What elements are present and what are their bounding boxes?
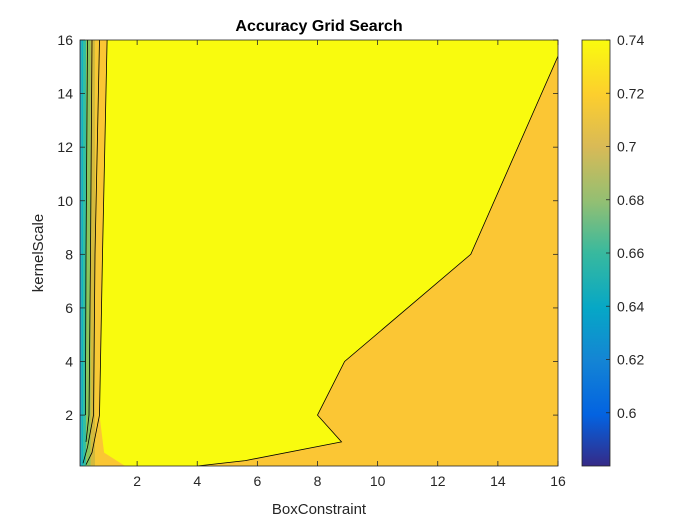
colorbar-tick-label: 0.66	[617, 245, 644, 261]
colorbar-tick-label: 0.72	[617, 85, 644, 101]
contour-strip-1	[81, 40, 83, 466]
chart-title: Accuracy Grid Search	[235, 18, 402, 35]
y-tick-label: 4	[65, 354, 73, 370]
y-axis: 2 4 6 8 10 12 14 16	[57, 32, 558, 423]
x-tick-label: 4	[193, 473, 201, 489]
y-tick-label: 16	[57, 32, 73, 48]
x-axis: 2 4 6 8 10 12 14 16	[133, 40, 566, 489]
colorbar-tick-label: 0.68	[617, 192, 644, 208]
x-tick-label: 16	[550, 473, 566, 489]
y-tick-label: 12	[57, 139, 73, 155]
colorbar-tick-label: 0.7	[617, 139, 637, 155]
colorbar-tick-label: 0.74	[617, 32, 644, 48]
contour-strip-0	[80, 40, 82, 466]
x-tick-label: 12	[430, 473, 446, 489]
colorbar-tick-label: 0.62	[617, 352, 644, 368]
contour-line-4	[85, 40, 88, 416]
contour-strip-2	[83, 40, 86, 466]
y-tick-label: 2	[65, 407, 73, 423]
contour-line-1	[85, 40, 108, 465]
colorbar: 0.6 0.62 0.64 0.66 0.68 0.7 0.72 0.74	[581, 32, 644, 467]
y-tick-label: 10	[57, 193, 73, 209]
contour-fills	[80, 40, 558, 466]
x-axis-label: BoxConstraint	[272, 501, 367, 518]
contour-strip-4	[90, 40, 95, 466]
contour-region-0	[99, 40, 558, 466]
contour-line-2	[82, 40, 100, 464]
x-tick-label: 2	[133, 473, 141, 489]
contour-line-0	[197, 55, 558, 466]
y-tick-label: 8	[65, 246, 73, 262]
colorbar-gradient	[582, 40, 610, 466]
x-tick-label: 8	[314, 473, 322, 489]
plot-frame	[79, 39, 559, 467]
y-tick-label: 6	[65, 300, 73, 316]
colorbar-tick-label: 0.6	[617, 405, 637, 421]
x-tick-label: 14	[490, 473, 506, 489]
contour-line-3	[85, 40, 93, 442]
plot-area	[79, 39, 559, 467]
colorbar-tick-label: 0.64	[617, 298, 644, 314]
contour-strip-5	[95, 40, 100, 466]
colorbar-ticks: 0.6 0.62 0.64 0.66 0.68 0.7 0.72 0.74	[606, 32, 644, 421]
x-tick-label: 10	[370, 473, 386, 489]
x-tick-label: 6	[253, 473, 261, 489]
y-axis-label: kernelScale	[30, 214, 47, 292]
contour-strip-3	[86, 40, 91, 466]
y-tick-label: 14	[57, 86, 73, 102]
